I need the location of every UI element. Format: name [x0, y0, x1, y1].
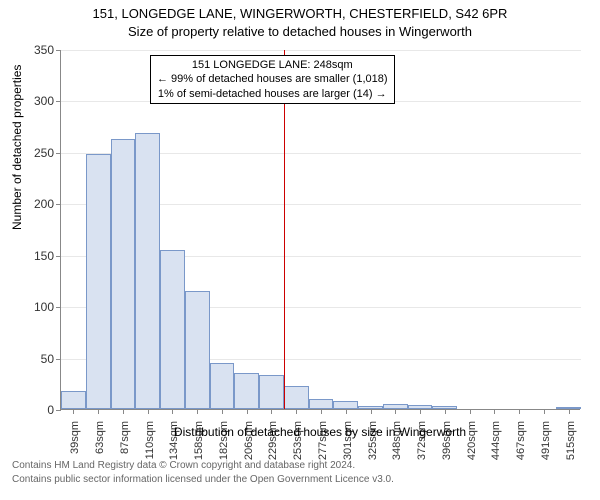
y-tick-label: 300 [14, 94, 54, 108]
gridline [61, 50, 581, 51]
histogram-bar [135, 133, 160, 409]
y-tick-label: 150 [14, 249, 54, 263]
y-tick-mark [56, 256, 61, 257]
y-tick-mark [56, 307, 61, 308]
x-tick-mark [271, 409, 272, 414]
y-tick-label: 0 [14, 403, 54, 417]
y-tick-label: 100 [14, 300, 54, 314]
y-tick-mark [56, 359, 61, 360]
footer-copyright-2: Contains public sector information licen… [12, 474, 394, 485]
x-tick-mark [148, 409, 149, 414]
x-axis-label: Distribution of detached houses by size … [60, 425, 580, 439]
x-tick-mark [371, 409, 372, 414]
page-title-subtitle: Size of property relative to detached ho… [0, 24, 600, 39]
annotation-callout: 151 LONGEDGE LANE: 248sqm ← 99% of detac… [150, 55, 395, 104]
x-tick-mark [222, 409, 223, 414]
y-tick-mark [56, 50, 61, 51]
x-tick-mark [494, 409, 495, 414]
x-tick-mark [172, 409, 173, 414]
plot-area: 05010015020025030035039sqm63sqm87sqm110s… [60, 50, 580, 410]
x-tick-mark [98, 409, 99, 414]
histogram-bar [185, 291, 210, 409]
annotation-line-1: 151 LONGEDGE LANE: 248sqm [157, 58, 388, 72]
annotation-line-3: 1% of semi-detached houses are larger (1… [157, 87, 388, 101]
x-tick-mark [346, 409, 347, 414]
y-tick-label: 350 [14, 43, 54, 57]
histogram-bar [234, 373, 259, 409]
y-tick-mark [56, 410, 61, 411]
y-tick-mark [56, 101, 61, 102]
histogram-bar [210, 363, 235, 409]
x-tick-mark [544, 409, 545, 414]
histogram-bar [111, 139, 136, 410]
y-tick-label: 250 [14, 146, 54, 160]
histogram-bar [160, 250, 185, 409]
x-tick-mark [247, 409, 248, 414]
footer-copyright-1: Contains HM Land Registry data © Crown c… [12, 460, 355, 471]
x-tick-mark [123, 409, 124, 414]
histogram-bar [309, 399, 334, 409]
histogram-bar [284, 386, 309, 409]
annotation-line-2: ← 99% of detached houses are smaller (1,… [157, 72, 388, 86]
page-title-address: 151, LONGEDGE LANE, WINGERWORTH, CHESTER… [0, 6, 600, 21]
histogram-bar [259, 375, 284, 409]
x-tick-mark [395, 409, 396, 414]
y-tick-label: 200 [14, 197, 54, 211]
y-tick-mark [56, 153, 61, 154]
x-tick-mark [73, 409, 74, 414]
histogram-bar [333, 401, 358, 409]
x-tick-mark [197, 409, 198, 414]
x-tick-mark [470, 409, 471, 414]
x-tick-mark [420, 409, 421, 414]
histogram-bar [86, 154, 111, 409]
x-tick-mark [296, 409, 297, 414]
histogram-bar [61, 391, 86, 410]
y-tick-mark [56, 204, 61, 205]
x-tick-mark [569, 409, 570, 414]
histogram-chart: 05010015020025030035039sqm63sqm87sqm110s… [60, 50, 580, 410]
x-tick-mark [519, 409, 520, 414]
y-tick-label: 50 [14, 352, 54, 366]
x-tick-mark [445, 409, 446, 414]
x-tick-mark [321, 409, 322, 414]
